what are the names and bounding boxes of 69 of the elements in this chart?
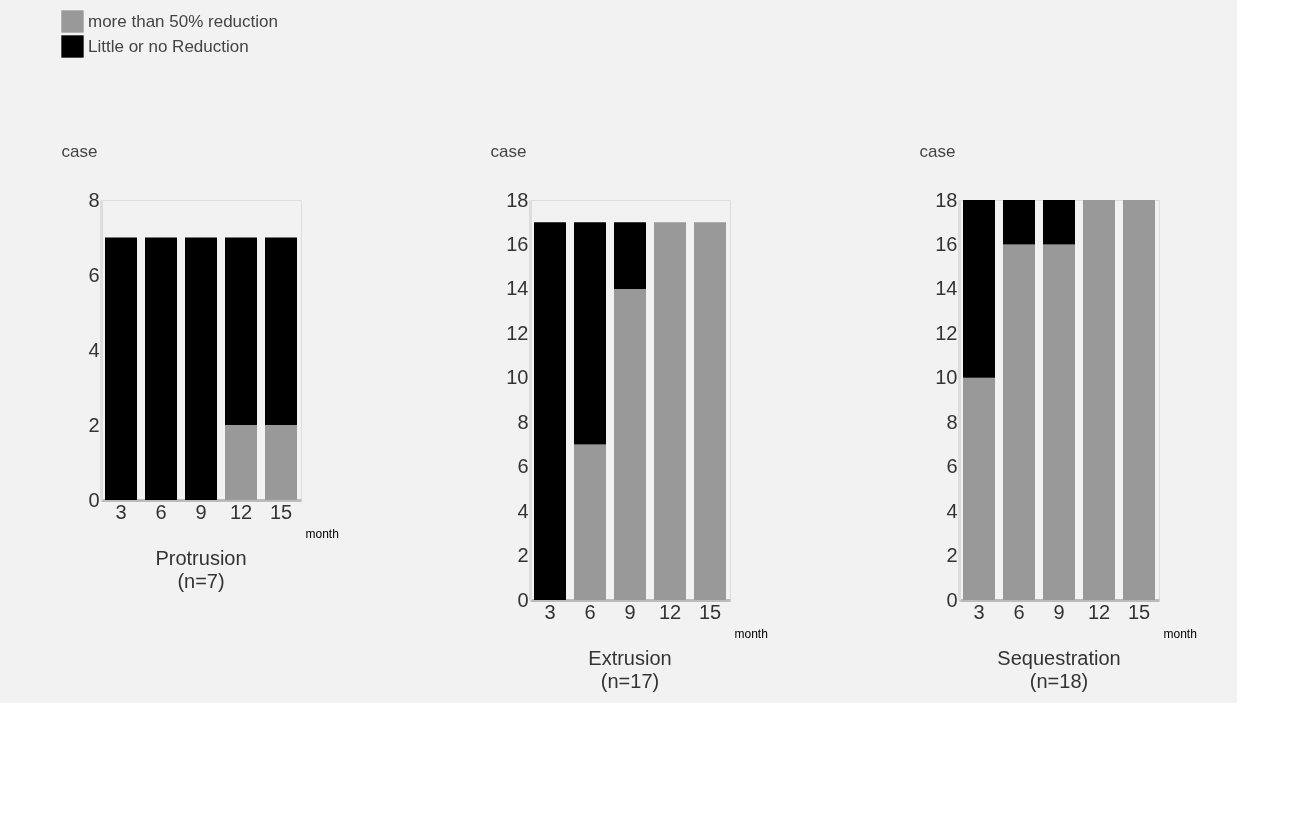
x-tick-label: 12 (1087, 600, 1111, 623)
legend-label: Little or no Reduction (88, 36, 249, 56)
bar (1003, 200, 1035, 245)
y-tick-label: 2 (517, 544, 529, 567)
text: (n=7) (177, 570, 225, 592)
y-tick-label: 6 (88, 263, 100, 286)
x-axis-title: month (305, 526, 339, 541)
x-tick-label: 15 (1127, 600, 1151, 623)
bar (1043, 244, 1075, 600)
y-tick-label: 10 (935, 366, 958, 389)
y-tick-label: 18 (935, 188, 958, 211)
x-axis-title: month (734, 626, 768, 641)
y-axis-title: case (490, 141, 527, 161)
bar (963, 200, 995, 378)
y-axis-title: case (919, 141, 956, 161)
y-tick-label: 6 (517, 455, 529, 478)
bar (574, 444, 606, 600)
y-tick-label: 18 (506, 188, 529, 211)
y-tick-label: 6 (946, 455, 958, 478)
y-axis-title: case (61, 141, 98, 161)
x-tick-label: 6 (584, 600, 596, 623)
y-tick-label: 4 (946, 499, 958, 522)
bar (1003, 244, 1035, 600)
y-tick-label: 4 (517, 499, 529, 522)
bar (534, 222, 566, 600)
x-tick-label: 9 (195, 500, 207, 523)
y-tick-label: 14 (935, 277, 958, 300)
y-tick-label: 0 (517, 588, 529, 611)
y-tick-label: 0 (88, 488, 100, 511)
bar (614, 222, 646, 289)
y-tick-label: 2 (88, 413, 100, 436)
x-tick-label: 12 (658, 600, 682, 623)
y-tick-label: 12 (506, 321, 529, 344)
y-tick-label: 12 (935, 321, 958, 344)
x-tick-label: 15 (698, 600, 722, 623)
x-tick-label: 15 (269, 500, 293, 523)
text: Protrusion (155, 547, 247, 569)
x-axis-title: month (1163, 626, 1197, 641)
y-tick-label: 8 (517, 410, 529, 433)
y-tick-label: 16 (935, 232, 958, 255)
text: Extrusion (588, 647, 672, 669)
x-tick-label: 3 (115, 500, 127, 523)
y-tick-label: 8 (946, 410, 958, 433)
x-tick-label: 3 (973, 600, 985, 623)
bar (963, 377, 995, 600)
text: (n=17) (600, 670, 660, 692)
x-tick-label: 3 (544, 600, 556, 623)
text: Sequestration (997, 647, 1121, 669)
x-tick-label: 12 (229, 500, 253, 523)
bar (654, 222, 686, 600)
x-tick-label: 9 (624, 600, 636, 623)
y-tick-label: 14 (506, 277, 529, 300)
y-tick-label: 4 (88, 338, 100, 361)
x-tick-label: 6 (155, 500, 167, 523)
text: (n=18) (1029, 670, 1089, 692)
bar (1043, 200, 1075, 245)
bar (1123, 200, 1155, 600)
y-tick-label: 0 (946, 588, 958, 611)
x-tick-label: 9 (1053, 600, 1065, 623)
y-tick-label: 2 (946, 544, 958, 567)
bar (694, 222, 726, 600)
y-tick-label: 16 (506, 232, 529, 255)
y-tick-label: 10 (506, 366, 529, 389)
bar (1083, 200, 1115, 600)
y-tick-label: 8 (88, 188, 100, 211)
x-tick-label: 6 (1013, 600, 1025, 623)
bar (574, 222, 606, 445)
bar (614, 288, 646, 600)
legend-label: more than 50% reduction (88, 11, 278, 31)
